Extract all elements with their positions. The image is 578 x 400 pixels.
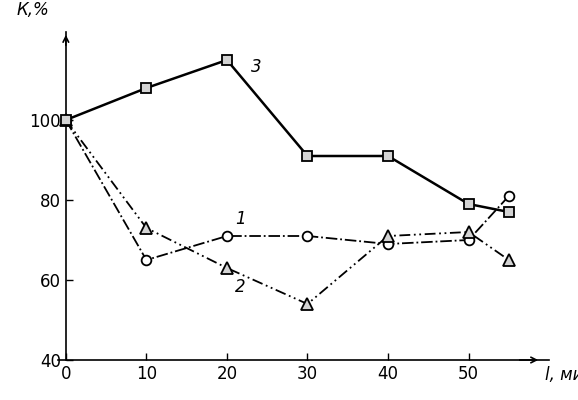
Y-axis label: К,%: К,% — [17, 1, 50, 19]
Text: 1: 1 — [235, 210, 246, 228]
Text: 2: 2 — [235, 278, 246, 296]
Text: 3: 3 — [251, 58, 262, 76]
Text: l, мин: l, мин — [545, 366, 578, 384]
